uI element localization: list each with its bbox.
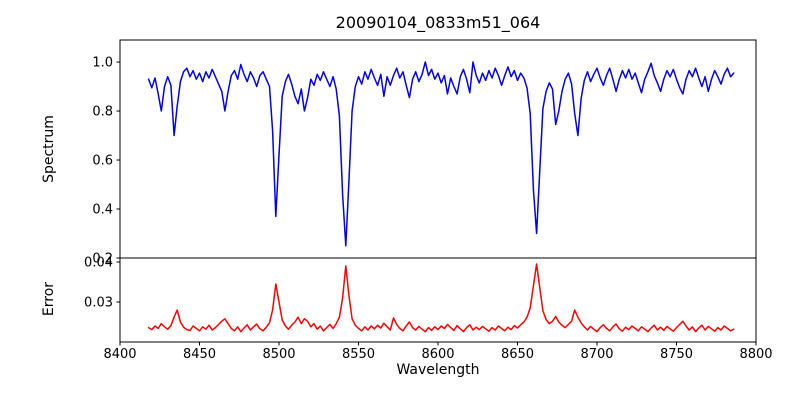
x-tick-label: 8750 — [660, 347, 693, 362]
x-tick-label: 8600 — [421, 347, 454, 362]
x-tick-label: 8650 — [501, 347, 534, 362]
spectrum-y-tick-label: 0.6 — [92, 154, 113, 169]
spectrum-y-tick-label: 0.2 — [92, 252, 113, 267]
spectrum-y-tick-label: 0.8 — [92, 105, 113, 120]
x-tick-label: 8800 — [739, 347, 772, 362]
spectrum-y-tick-label: 0.4 — [92, 203, 113, 218]
x-tick-label: 8500 — [262, 347, 295, 362]
error-y-tick-label: 0.03 — [84, 296, 113, 311]
x-tick-label: 8400 — [103, 347, 136, 362]
spectrum-line — [147, 61, 735, 247]
x-axis-label: Wavelength — [396, 362, 480, 378]
x-tick-label: 8550 — [342, 347, 375, 362]
error-line — [147, 263, 735, 333]
spectrum-y-tick-label: 1.0 — [92, 56, 113, 71]
chart-title: 20090104_0833m51_064 — [335, 13, 541, 32]
error-y-tick-label: 0.04 — [84, 256, 113, 271]
x-tick-label: 8700 — [580, 347, 613, 362]
x-tick-label: 8450 — [183, 347, 216, 362]
